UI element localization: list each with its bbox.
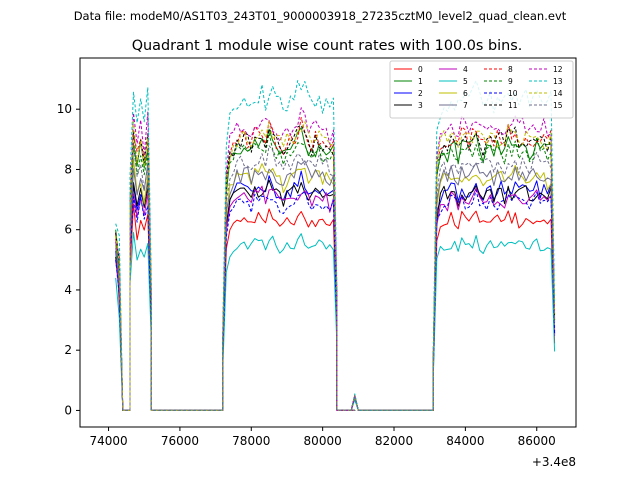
legend-label-8: 8 xyxy=(508,65,513,74)
legend-label-11: 11 xyxy=(508,101,518,110)
legend-label-6: 6 xyxy=(463,89,468,98)
legend-label-5: 5 xyxy=(463,77,468,86)
x-tick-label: 84000 xyxy=(446,434,484,448)
y-tick-label: 8 xyxy=(64,162,72,176)
legend-frame xyxy=(389,60,574,119)
legend-label-14: 14 xyxy=(553,89,563,98)
legend-label-0: 0 xyxy=(418,65,423,74)
axes-frame xyxy=(79,57,577,428)
legend-label-7: 7 xyxy=(463,101,468,110)
y-tick-label: 4 xyxy=(64,283,72,297)
legend-label-4: 4 xyxy=(463,65,468,74)
series-line-14 xyxy=(115,121,556,411)
series-layer xyxy=(115,80,556,411)
legend-label-12: 12 xyxy=(553,65,563,74)
y-tick-label: 2 xyxy=(64,343,72,357)
legend-label-9: 9 xyxy=(508,77,513,86)
series-line-10 xyxy=(115,189,556,411)
legend-label-1: 1 xyxy=(418,77,423,86)
plot-area: 74000 76000 78000 80000 82000 84000 86000 0 2 4 6… xyxy=(57,57,577,448)
legend-label-15: 15 xyxy=(553,101,563,110)
y-tick-label: 6 xyxy=(64,223,72,237)
y-axis: 0 2 4 6 8 10 xyxy=(57,102,80,417)
y-tick-label: 0 xyxy=(64,403,72,417)
x-tick-label: 78000 xyxy=(232,434,270,448)
x-tick-label: 80000 xyxy=(304,434,342,448)
series-line-5 xyxy=(115,232,556,411)
series-line-15 xyxy=(115,144,556,411)
x-tick-label: 74000 xyxy=(89,434,127,448)
chart-title: Quadrant 1 module wise count rates with … xyxy=(132,38,523,54)
y-tick-label: 10 xyxy=(57,102,72,116)
figure-suptitle: Data file: modeM0/AS1T03_243T01_90000039… xyxy=(74,9,567,23)
x-offset-label: +3.4e8 xyxy=(532,455,576,469)
x-tick-label: 82000 xyxy=(375,434,413,448)
x-axis: 74000 76000 78000 80000 82000 84000 86000 xyxy=(89,427,556,448)
series-line-13 xyxy=(115,80,556,411)
legend-label-10: 10 xyxy=(508,89,518,98)
legend-label-3: 3 xyxy=(418,101,423,110)
x-tick-label: 86000 xyxy=(518,434,556,448)
series-line-9 xyxy=(115,132,556,411)
legend-label-2: 2 xyxy=(418,89,423,98)
x-tick-label: 76000 xyxy=(161,434,199,448)
legend-label-13: 13 xyxy=(553,77,563,86)
